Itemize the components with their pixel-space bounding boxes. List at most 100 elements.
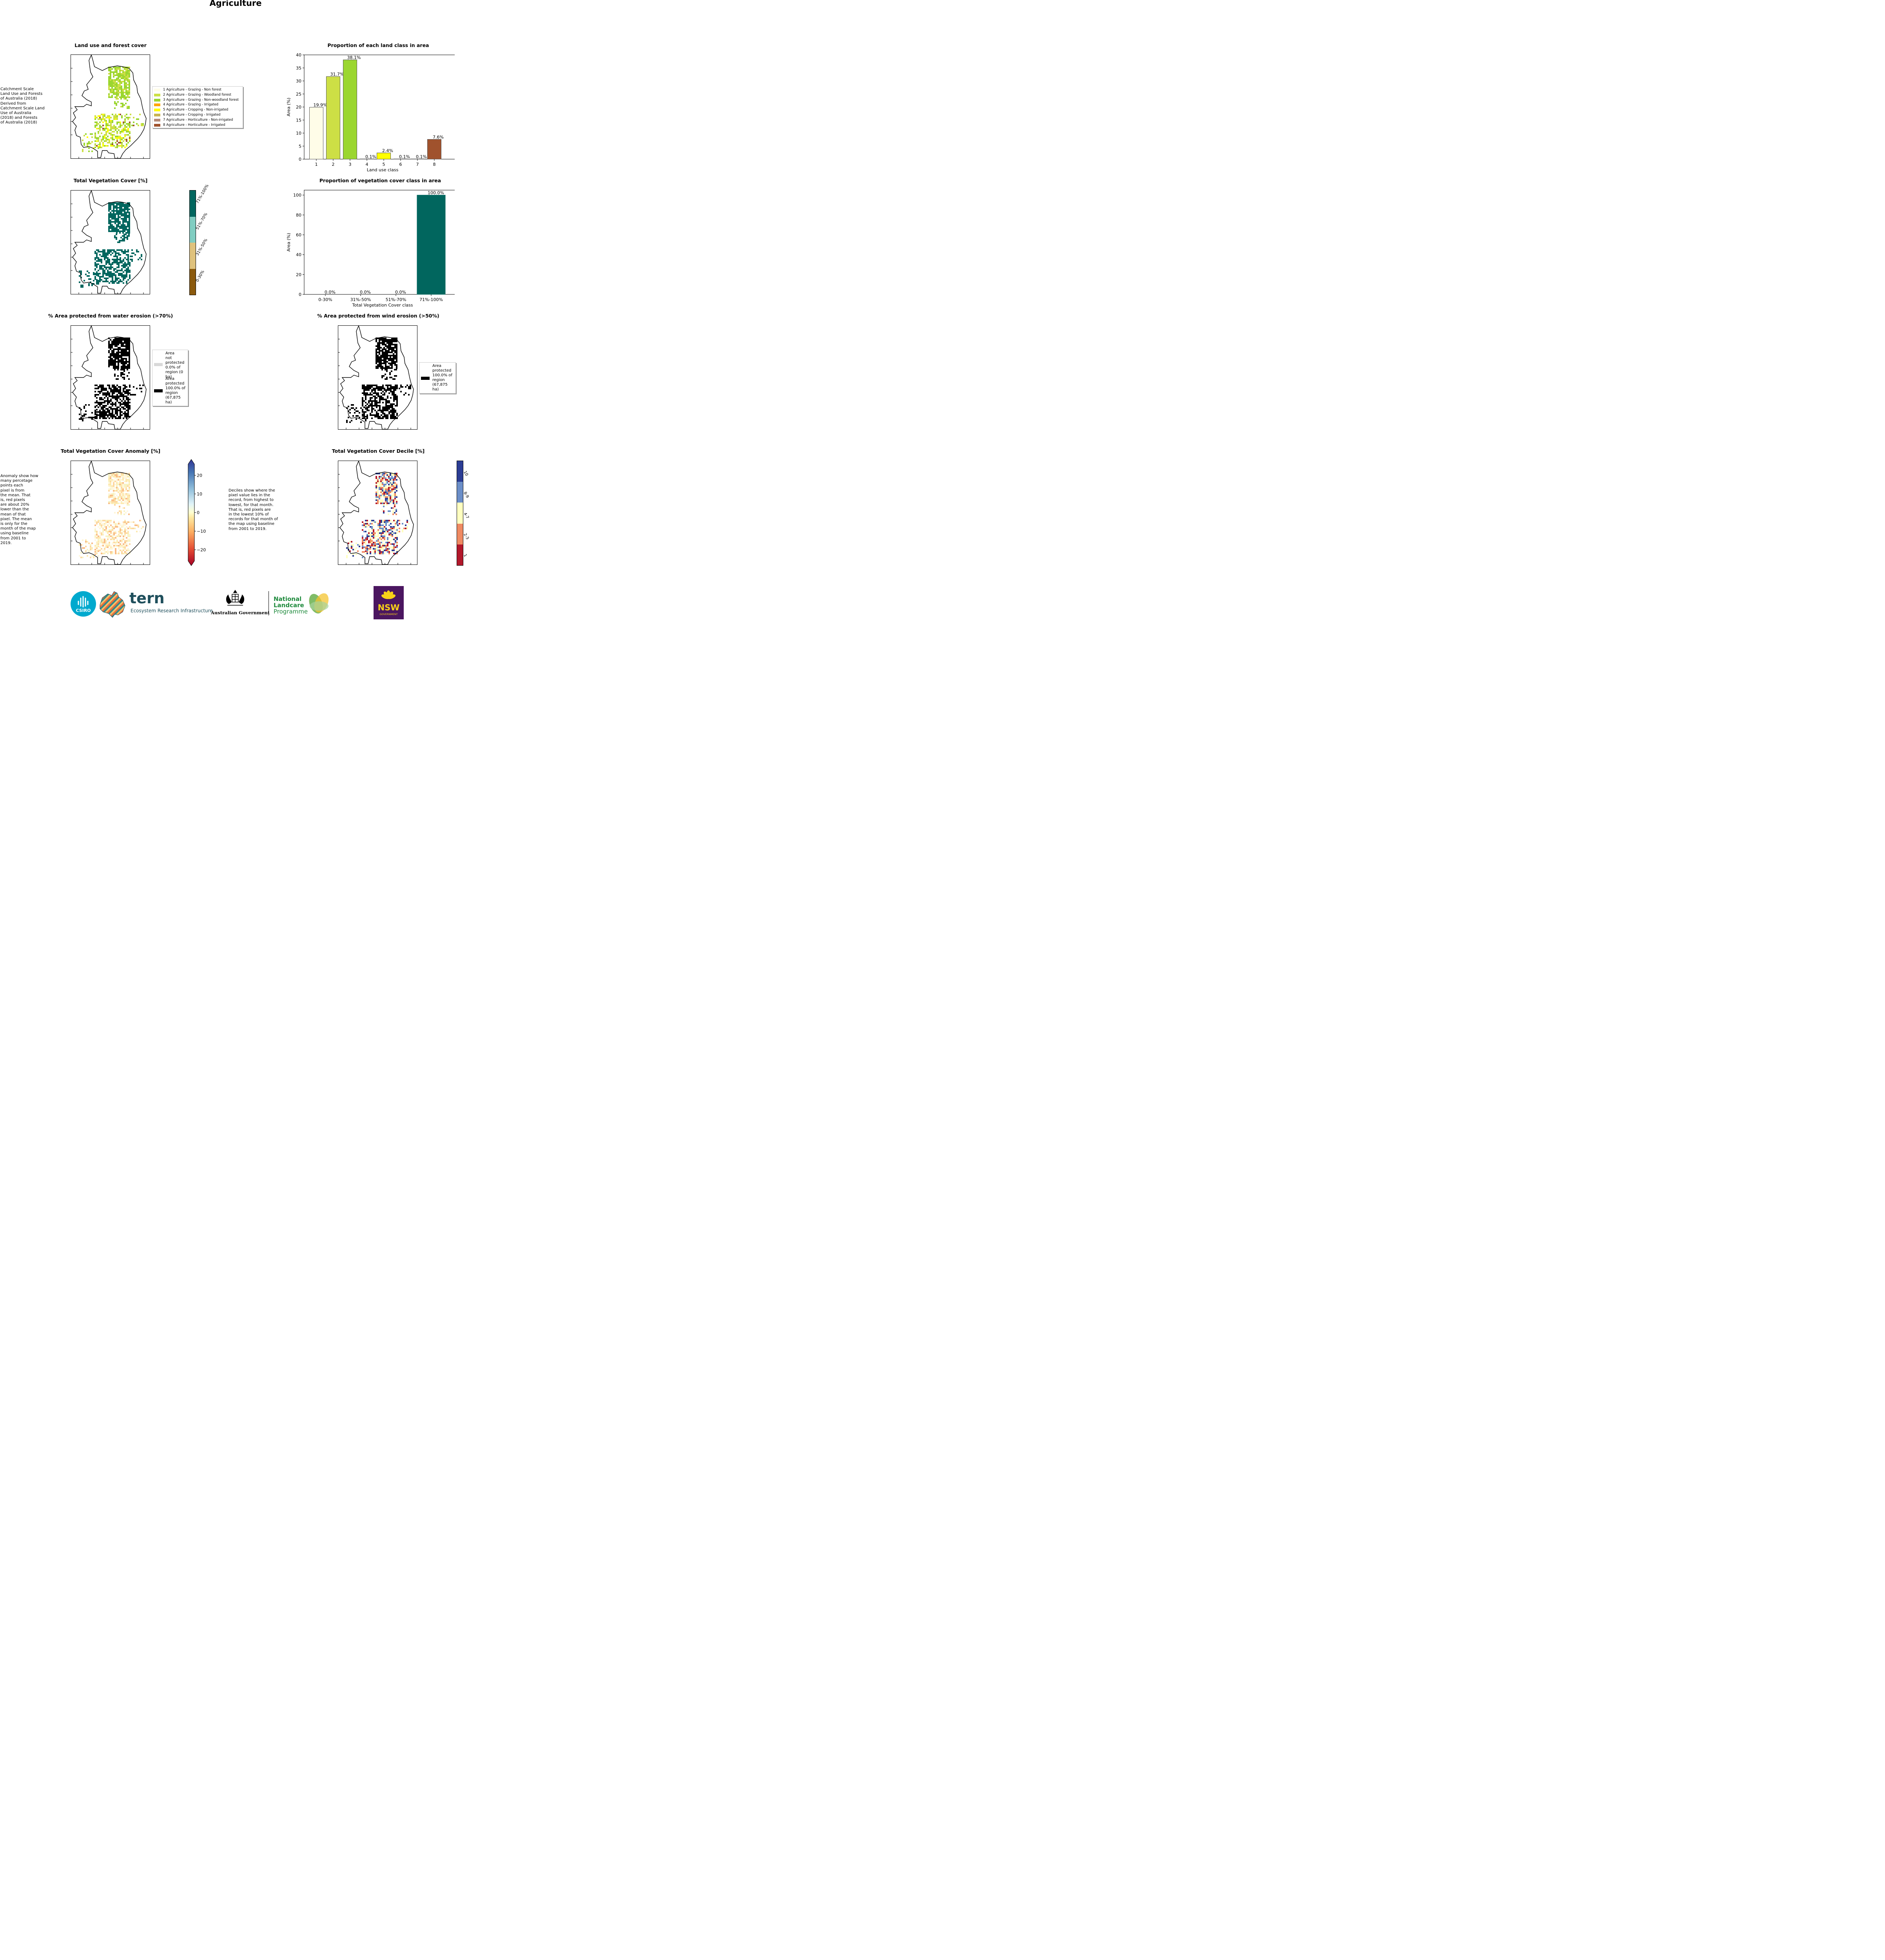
land-use-note: Catchment Scale Land Use and Forests of … xyxy=(0,87,45,125)
tern-subtitle: Ecosystem Research Infrastructure xyxy=(131,608,213,613)
landcare-line-2: Landcare xyxy=(274,602,304,609)
colorbar-segment xyxy=(190,216,196,243)
coat-of-arms-icon xyxy=(226,590,244,606)
tern-australia-icon xyxy=(100,591,125,618)
colorbar-segment xyxy=(457,544,463,565)
data-label: 38.1% xyxy=(347,55,361,60)
x-tick-label: 5 xyxy=(383,162,385,167)
y-tick-label: 60 xyxy=(296,232,301,238)
colorbar-label: 1 xyxy=(463,554,468,558)
landcare-line-3: Programme xyxy=(274,608,308,615)
nsw-logo: NSW GOVERNMENT xyxy=(374,586,404,619)
anomaly-colorbar-gradient xyxy=(188,459,195,566)
bar xyxy=(427,139,441,160)
colorbar-segment xyxy=(190,243,196,269)
colorbar-label: 0-30% xyxy=(195,269,205,283)
page-title: Agriculture xyxy=(209,0,262,8)
anomaly-map xyxy=(71,461,150,565)
x-tick-label: 7 xyxy=(416,162,419,167)
anomaly-colorbar: 20 10 0 −10 −20 xyxy=(188,459,206,566)
colorbar-tick-label: −10 xyxy=(197,529,206,534)
legend-label: 8 Agriculture - Horticulture - Irrigated xyxy=(163,123,225,127)
colorbar-label: 4-7 xyxy=(463,512,470,520)
colorbar-label: 8-9 xyxy=(463,491,470,499)
data-label: 100.0% xyxy=(428,191,444,196)
colorbar-segment xyxy=(457,482,463,503)
landcare-line-1: National xyxy=(274,595,302,603)
legend-swatch xyxy=(154,93,160,96)
anomaly-map-title: Total Vegetation Cover Anomaly [%] xyxy=(60,448,161,454)
decile-colorbar: 1 2-3 4-7 8-9 10 xyxy=(457,461,470,566)
protected-label: Area protected 100.0% of region (67,875 … xyxy=(165,377,185,405)
legend-label: 6 Agriculture - Cropping - Irrigated xyxy=(163,113,221,117)
colorbar-segment xyxy=(190,191,196,217)
protected-swatch xyxy=(154,389,163,392)
colorbar-segment xyxy=(190,269,196,295)
y-tick-label: 80 xyxy=(296,212,301,218)
x-tick-label: 1 xyxy=(315,162,318,167)
data-label: 0.0% xyxy=(395,290,406,295)
legend-swatch xyxy=(154,109,160,112)
y-tick-label: 0 xyxy=(299,292,301,297)
water-erosion-map xyxy=(71,325,150,430)
legend-label: 2 Agriculture - Grazing - Woodland fores… xyxy=(163,93,231,97)
wind-erosion-map xyxy=(338,325,417,430)
data-label: 0.1% xyxy=(365,154,376,159)
y-tick-label: 40 xyxy=(296,252,301,258)
wind-erosion-legend: Area protected 100.0% of region (67,875 … xyxy=(419,362,456,394)
veg-class-chart: 0 20 40 60 80 100 0-30% 0.0% 31%-50% 0.0% 51%-70% 0… xyxy=(286,190,455,308)
x-tick-label: 2 xyxy=(332,162,335,167)
y-tick-label: 0 xyxy=(299,157,301,162)
water-erosion-legend: Area not protected 0.0% of region (0 ha)… xyxy=(152,350,188,406)
landcare-leaf-icon xyxy=(309,593,329,614)
legend-swatch xyxy=(154,89,160,91)
anom-map-image xyxy=(71,461,147,564)
bar xyxy=(377,152,391,160)
y-axis-label: Area (%) xyxy=(286,233,291,252)
colorbar-tick-label: 10 xyxy=(197,492,202,497)
legend-label: 4 Agriculture - Grazing - Irrigated xyxy=(163,103,218,107)
land-use-legend: 1 Agriculture - Grazing - Non forest 2 Ag… xyxy=(152,86,243,128)
legend-swatch xyxy=(154,123,160,127)
colorbar-segment xyxy=(457,523,463,544)
bar xyxy=(309,107,323,160)
colorbar-label: 51%-70% xyxy=(195,212,209,230)
land-class-chart-title: Proportion of each land class in area xyxy=(327,42,429,48)
decile-map-title: Total Vegetation Cover Decile [%] xyxy=(332,448,425,454)
y-tick-label: 10 xyxy=(296,131,301,136)
y-tick-label: 15 xyxy=(296,118,301,123)
bar xyxy=(326,76,340,160)
bw-map-image xyxy=(338,326,414,429)
data-label: 31.7% xyxy=(330,72,344,77)
legend-label: 3 Agriculture - Grazing - Non-woodland f… xyxy=(163,98,239,102)
legend-swatch xyxy=(154,114,160,116)
decile-map xyxy=(338,461,417,565)
colorbar-segment xyxy=(457,461,463,482)
data-label: 0.1% xyxy=(416,154,427,159)
landuse-map-image xyxy=(71,55,147,158)
water-erosion-title: % Area protected from water erosion (>70… xyxy=(48,313,173,319)
veg-cover-colorbar: 0-30% 31%-50% 51%-70% 71%-100% xyxy=(189,184,210,295)
y-tick-label: 25 xyxy=(296,92,301,97)
tern-logo-text: tern xyxy=(129,590,165,607)
y-tick-label: 5 xyxy=(299,144,301,149)
x-tick-label: 8 xyxy=(433,162,436,167)
colorbar-tick-label: 20 xyxy=(197,473,202,478)
legend-swatch xyxy=(154,103,160,107)
data-label: 2.4% xyxy=(382,148,393,153)
nsw-subtext: GOVERNMENT xyxy=(379,613,398,616)
csiro-logo: CSIRO xyxy=(71,591,96,617)
x-tick-label: 51%-70% xyxy=(386,297,406,302)
x-tick-label: 31%-50% xyxy=(350,297,371,302)
colorbar-label: 2-3 xyxy=(463,532,470,541)
bw-map-image xyxy=(71,326,147,429)
data-label: 0.0% xyxy=(360,290,371,295)
not-protected-label: Area not protected 0.0% of region (0 ha) xyxy=(165,351,185,379)
nsw-text: NSW xyxy=(377,603,400,612)
y-tick-label: 35 xyxy=(296,65,301,71)
wind-protected-swatch xyxy=(421,377,430,380)
legend-label: 5 Agriculture - Cropping - Non-irrigated xyxy=(163,108,229,112)
colorbar-label: 31%-50% xyxy=(195,238,209,257)
wind-erosion-title: % Area protected from wind erosion (>50%… xyxy=(317,313,439,319)
wind-protected-label: Area protected 100.0% of region (67,875 … xyxy=(432,364,452,392)
